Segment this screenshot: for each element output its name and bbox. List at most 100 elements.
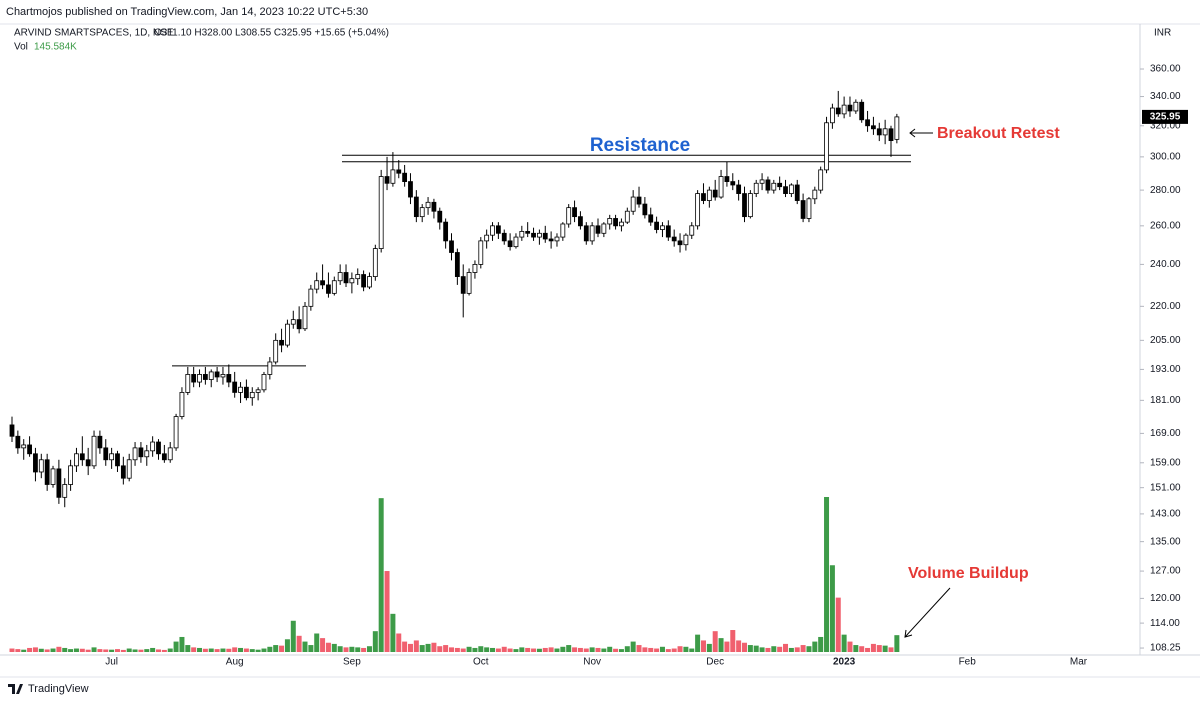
volume-bar (519, 647, 525, 652)
volume-bar (296, 635, 302, 652)
y-tick-label: 151.00 (1150, 482, 1181, 493)
candle-body (853, 101, 859, 112)
candle-body (15, 435, 21, 449)
candle-body (718, 176, 724, 198)
candle-body (818, 169, 824, 191)
volume-bar (566, 645, 572, 652)
candle-body (255, 389, 261, 393)
candle-body (33, 453, 38, 473)
volume-bar (214, 649, 220, 652)
candle-body (777, 182, 783, 188)
candle-body (695, 193, 701, 227)
candle-body (238, 386, 243, 393)
currency: INR (1154, 28, 1171, 39)
volume-bar (706, 643, 712, 652)
candle-body (677, 240, 683, 246)
volume-bar (120, 649, 126, 652)
candle-body (507, 240, 513, 248)
volume-bar (449, 647, 454, 652)
resistance-label: Resistance (590, 135, 690, 156)
breakout-arrow (909, 128, 933, 138)
volume-bar (736, 640, 742, 652)
volume-bar (138, 649, 144, 652)
candle-body (185, 374, 191, 393)
candle-body (27, 444, 32, 455)
candle-body (783, 186, 788, 194)
y-tick-label: 143.00 (1150, 509, 1181, 520)
volume-bar (150, 647, 156, 652)
candle-body (554, 236, 560, 242)
candle-body (525, 231, 531, 234)
candle-body (548, 238, 554, 242)
candle-body (261, 374, 267, 391)
y-tick-label: 169.00 (1150, 428, 1181, 439)
volume-bar (783, 643, 789, 652)
candle-body (730, 181, 736, 186)
candle-body (894, 116, 900, 140)
volume-bar (642, 647, 648, 652)
candle-body (419, 207, 425, 218)
volume-bar (384, 571, 390, 652)
candle-body (806, 198, 812, 219)
volume-bar (478, 646, 484, 652)
candle-body (208, 371, 214, 380)
volume-bar (109, 649, 115, 652)
candle-body (314, 280, 320, 290)
volume-bar (68, 649, 74, 652)
volume-bar (261, 648, 267, 652)
candle-body (742, 193, 747, 218)
candle-body (437, 210, 443, 223)
candle-body (349, 278, 355, 284)
volume-bar (396, 633, 402, 652)
candle-body (466, 272, 472, 294)
volume-bar (431, 642, 437, 652)
last-price-label: 325.95 (1150, 112, 1181, 123)
candle-body (202, 374, 208, 380)
volume-bar (454, 647, 460, 652)
candle-body (531, 232, 536, 238)
candle-body (484, 234, 490, 242)
volume-bar (700, 640, 706, 652)
volume-bar (624, 646, 630, 652)
volume-bar (197, 647, 203, 652)
candle-body (308, 288, 314, 307)
y-tick-label: 135.00 (1150, 536, 1181, 547)
volume-bar (507, 648, 513, 652)
candle-body (79, 453, 85, 461)
candle-body (747, 193, 753, 218)
candle-body (120, 465, 126, 479)
volume-bar (788, 647, 794, 652)
volume-label: Volume Buildup (908, 565, 1029, 582)
candle-body (273, 339, 279, 363)
candle-body (68, 465, 73, 485)
candle-body (74, 453, 79, 467)
candle-body (179, 392, 185, 417)
candle-body (243, 386, 249, 399)
candle-body (513, 236, 519, 248)
volume-bar (167, 648, 173, 652)
x-tick-label: Dec (706, 657, 724, 668)
candle-body (21, 444, 27, 449)
y-tick-label: 260.00 (1150, 220, 1181, 231)
volume-bar (21, 649, 27, 652)
volume-bar (314, 633, 320, 652)
candle-body (736, 184, 742, 194)
volume-bar (683, 646, 689, 652)
candle-body (472, 263, 478, 273)
volume-last: 145.584K (34, 42, 77, 53)
volume-bar (144, 649, 150, 652)
candle-body (560, 223, 566, 238)
candle-body (97, 435, 103, 449)
volume-bar (91, 647, 97, 652)
last-price-box (1142, 109, 1188, 124)
volume-bar (794, 647, 800, 652)
volume-bar (513, 649, 519, 652)
candle-body (91, 435, 97, 467)
volume-bar (103, 649, 109, 652)
volume-bar (267, 646, 273, 652)
volume-bar (560, 646, 566, 652)
volume-bar (654, 648, 660, 652)
volume-bar (812, 641, 818, 652)
candle-body (279, 339, 284, 346)
